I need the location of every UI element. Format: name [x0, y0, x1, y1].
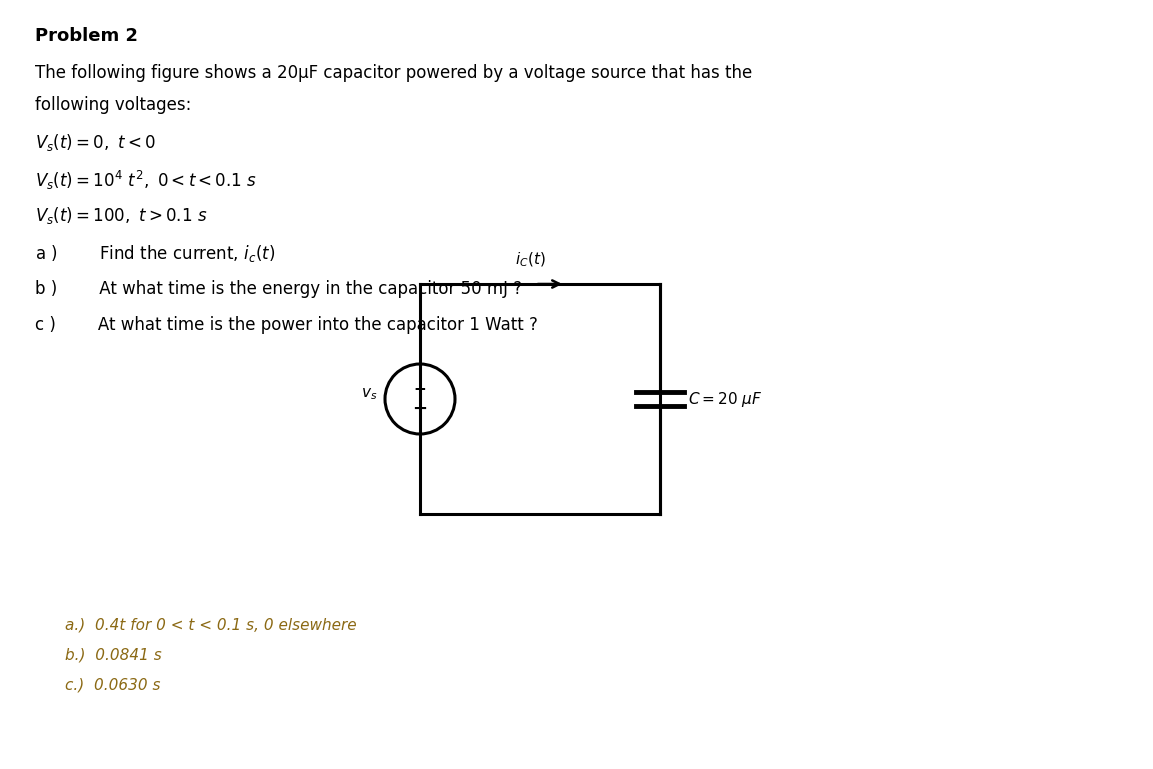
- Text: −: −: [413, 400, 428, 418]
- Text: $v_s$: $v_s$: [361, 386, 377, 402]
- Text: a.)  0.4t for 0 < t < 0.1 s, 0 elsewhere: a.) 0.4t for 0 < t < 0.1 s, 0 elsewhere: [65, 617, 356, 632]
- Text: c.)  0.0630 s: c.) 0.0630 s: [65, 677, 160, 692]
- Text: $V_s(t) = 10^4\ t^2,\ 0 < t < 0.1\ s$: $V_s(t) = 10^4\ t^2,\ 0 < t < 0.1\ s$: [35, 168, 257, 191]
- Text: b )        At what time is the energy in the capacitor 50 mJ ?: b ) At what time is the energy in the ca…: [35, 280, 522, 298]
- Text: c )        At what time is the power into the capacitor 1 Watt ?: c ) At what time is the power into the c…: [35, 316, 538, 335]
- Text: Problem 2: Problem 2: [35, 27, 138, 45]
- Text: +: +: [414, 381, 427, 397]
- Text: $V_s(t) = 0,\ t < 0$: $V_s(t) = 0,\ t < 0$: [35, 132, 156, 153]
- Text: a )        Find the current, $i_c(t)$: a ) Find the current, $i_c(t)$: [35, 243, 276, 265]
- Text: following voltages:: following voltages:: [35, 95, 191, 114]
- Text: The following figure shows a 20μF capacitor powered by a voltage source that has: The following figure shows a 20μF capaci…: [35, 64, 752, 82]
- Text: $C = 20\ \mu F$: $C = 20\ \mu F$: [688, 390, 762, 408]
- Text: b.)  0.0841 s: b.) 0.0841 s: [65, 647, 161, 662]
- Text: $V_s(t) = 100,\ t > 0.1\ s$: $V_s(t) = 100,\ t > 0.1\ s$: [35, 205, 208, 226]
- Text: $i_C(t)$: $i_C(t)$: [515, 251, 545, 269]
